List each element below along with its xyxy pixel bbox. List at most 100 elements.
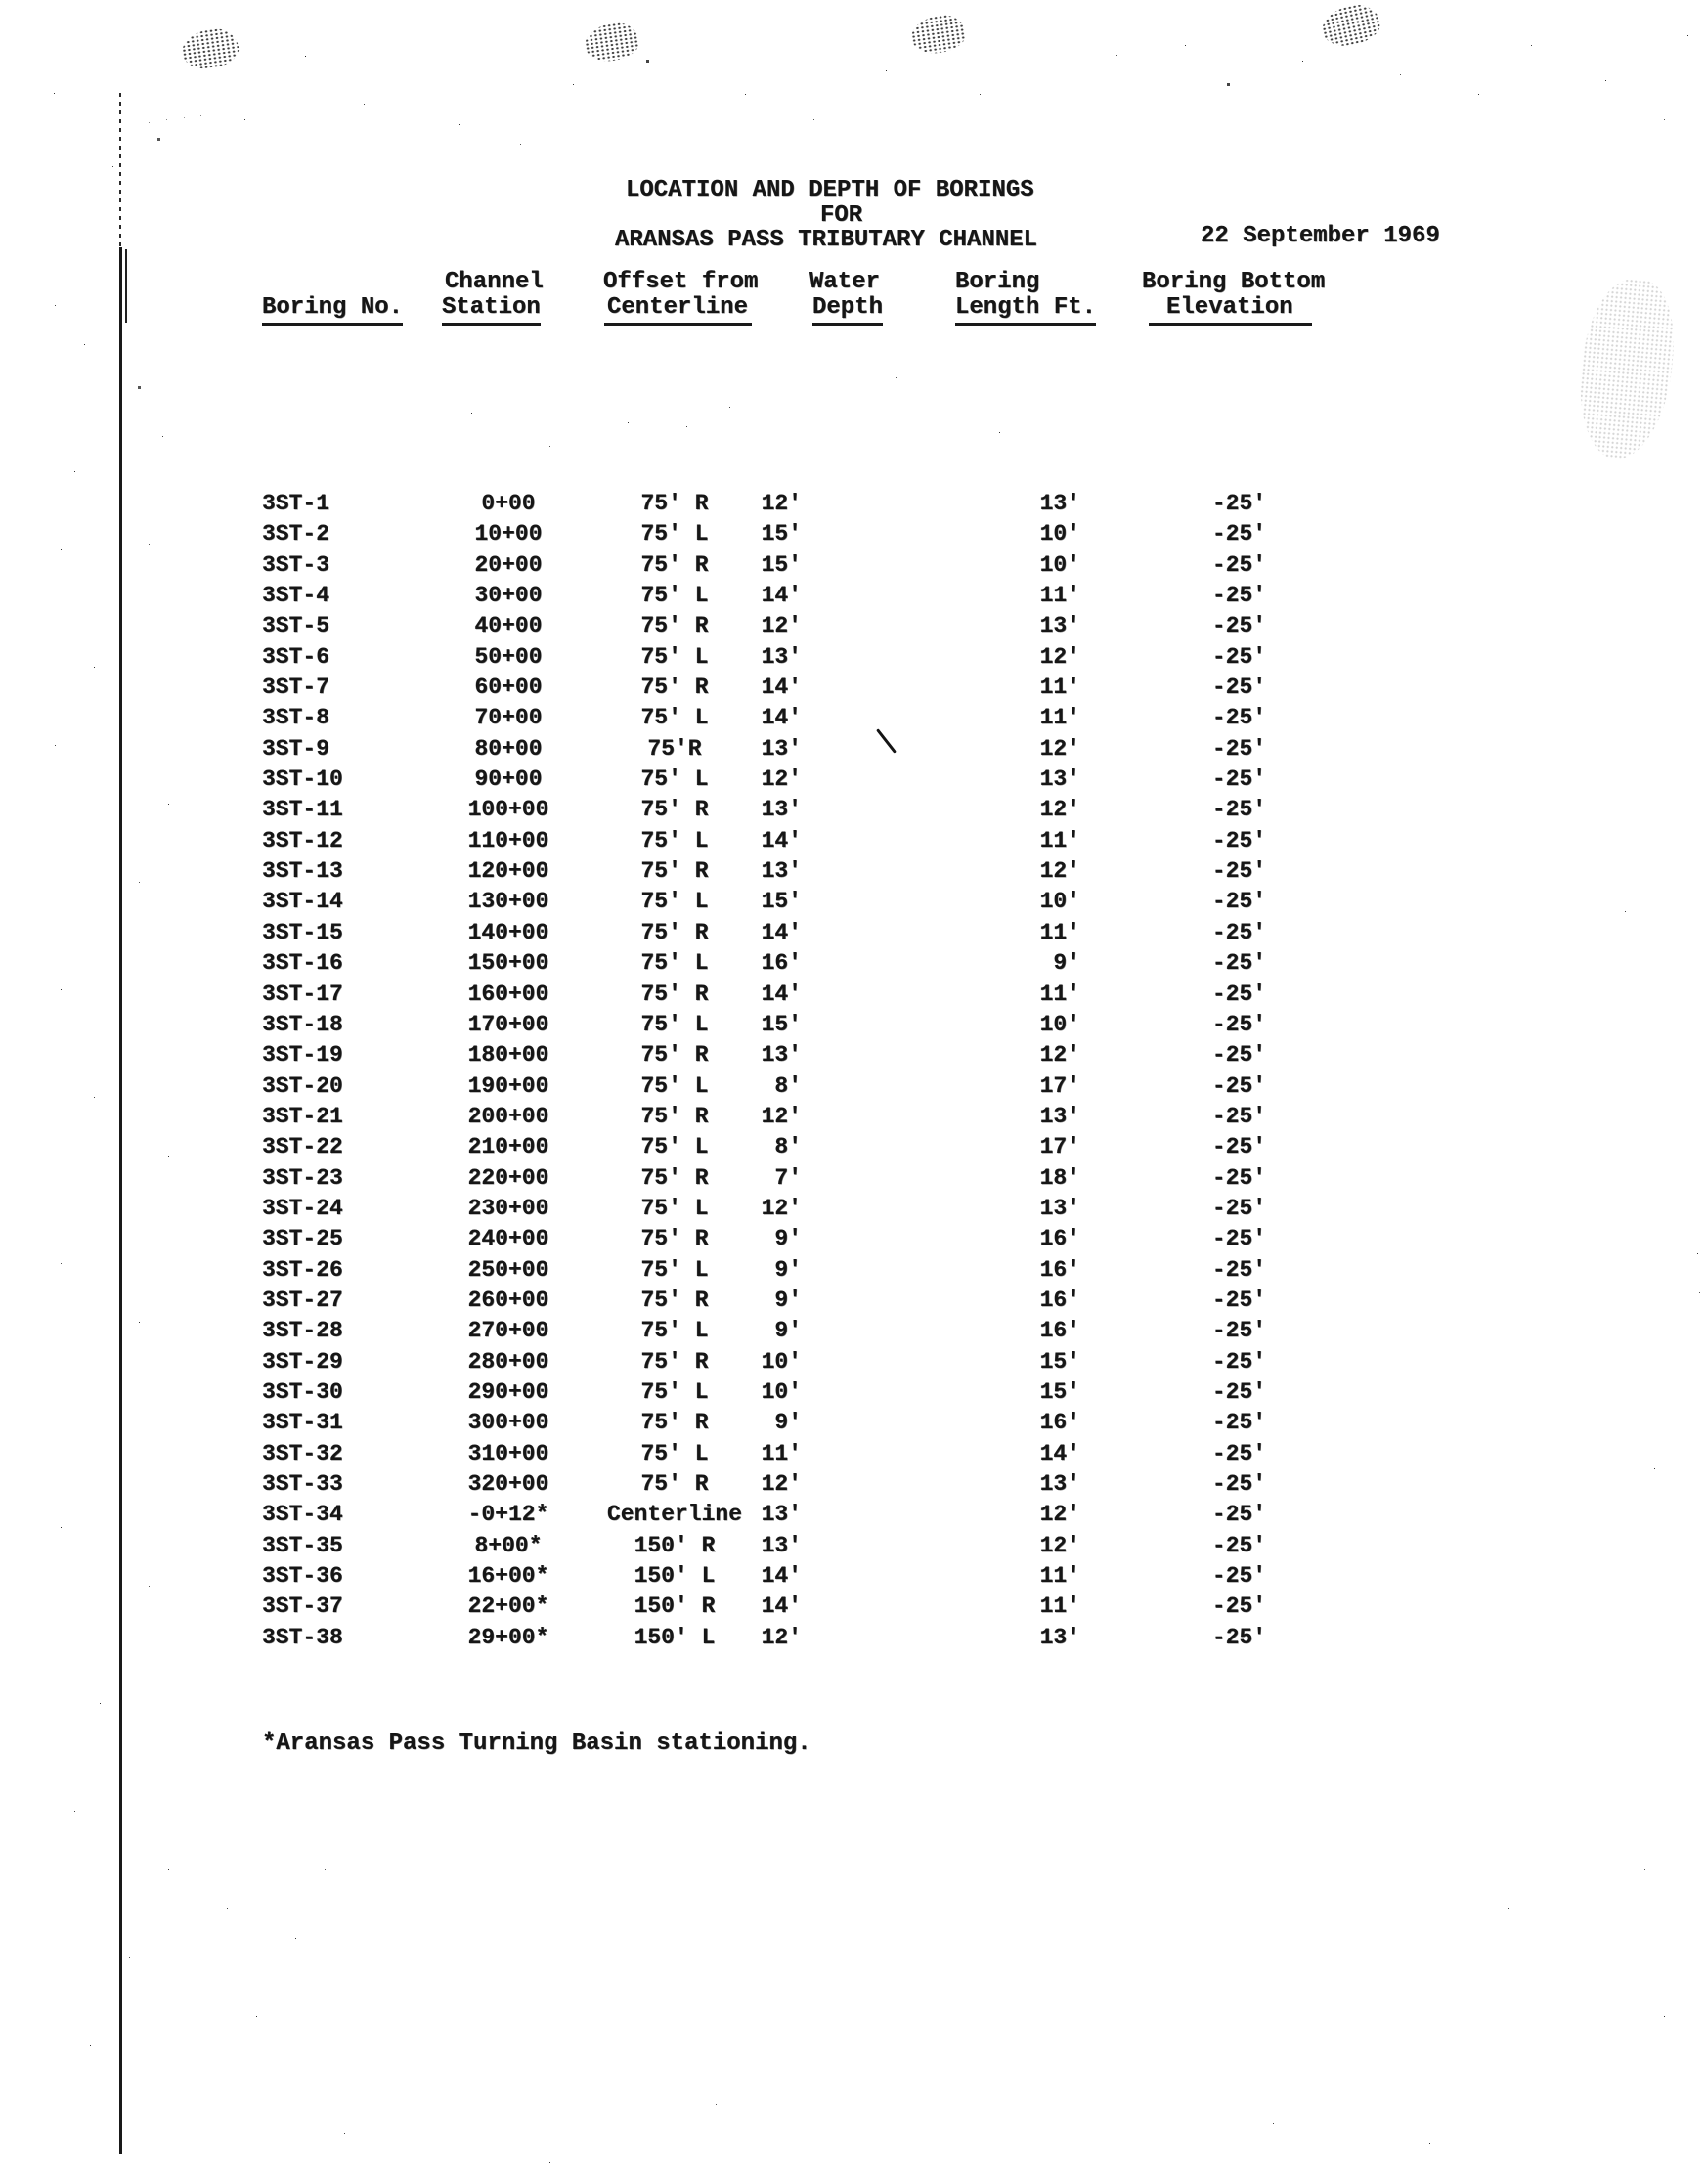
col-header-boring-bottom: Boring Bottom bbox=[1142, 269, 1326, 295]
table-row: 3ST-9 80+00 75'R 13' 12' -25' bbox=[0, 736, 1706, 766]
cell-boring-bottom-elevation: -25' bbox=[1211, 1563, 1267, 1590]
cell-channel-station: 180+00 bbox=[467, 1042, 549, 1069]
cell-offset-from-centerline: 75' L bbox=[640, 1072, 709, 1099]
cell-boring-no: 3ST-31 bbox=[262, 1410, 343, 1436]
cell-boring-no: 3ST-7 bbox=[262, 675, 330, 701]
cell-boring-length: 16' bbox=[1039, 1410, 1080, 1436]
cell-boring-length: 17' bbox=[1039, 1072, 1080, 1099]
cell-offset-from-centerline: 75' L bbox=[640, 827, 709, 853]
cell-offset-from-centerline: 75' L bbox=[640, 766, 709, 793]
ink-smudge bbox=[908, 12, 969, 57]
cell-boring-bottom-elevation: -25' bbox=[1211, 1287, 1267, 1313]
page-fold-line-double bbox=[125, 249, 127, 323]
table-row: 3ST-33 320+00 75' R 12' 13' -25' bbox=[0, 1471, 1706, 1502]
cell-channel-station: -0+12* bbox=[467, 1502, 549, 1528]
col-header-boring: Boring bbox=[955, 269, 1040, 295]
cell-boring-no: 3ST-37 bbox=[262, 1594, 343, 1620]
cell-water-depth: 14' bbox=[761, 583, 802, 609]
cell-channel-station: 0+00 bbox=[481, 491, 536, 516]
cell-channel-station: 290+00 bbox=[467, 1378, 549, 1405]
table-row: 3ST-22 210+00 75' L 8' 17' -25' bbox=[0, 1134, 1706, 1164]
cell-boring-length: 13' bbox=[1039, 1624, 1080, 1650]
cell-boring-no: 3ST-27 bbox=[262, 1287, 343, 1313]
cell-boring-no: 3ST-30 bbox=[262, 1378, 343, 1405]
cell-boring-bottom-elevation: -25' bbox=[1211, 643, 1267, 670]
table-row: 3ST-6 50+00 75' L 13' 12' -25' bbox=[0, 644, 1706, 675]
cell-water-depth: 14' bbox=[761, 1594, 802, 1620]
col-header-station: Station bbox=[442, 294, 541, 326]
col-header-offset-from: Offset from bbox=[603, 269, 759, 295]
cell-boring-bottom-elevation: -25' bbox=[1211, 1195, 1267, 1221]
cell-offset-from-centerline: 75' L bbox=[640, 705, 709, 731]
cell-offset-from-centerline: 75' R bbox=[640, 981, 709, 1007]
table-row: 3ST-38 29+00* 150' L 12' 13' -25' bbox=[0, 1625, 1706, 1655]
cell-boring-length: 12' bbox=[1039, 797, 1080, 823]
cell-offset-from-centerline: 150' L bbox=[634, 1624, 716, 1650]
cell-water-depth: 14' bbox=[761, 675, 802, 701]
cell-channel-station: 70+00 bbox=[474, 705, 543, 731]
cell-boring-no: 3ST-12 bbox=[262, 827, 343, 853]
cell-boring-bottom-elevation: -25' bbox=[1211, 1042, 1267, 1069]
cell-water-depth: 12' bbox=[761, 491, 802, 516]
col-header-channel: Channel bbox=[445, 269, 544, 295]
cell-boring-no: 3ST-4 bbox=[262, 583, 330, 609]
cell-boring-length: 11' bbox=[1039, 675, 1080, 701]
cell-boring-length: 11' bbox=[1039, 981, 1080, 1007]
cell-offset-from-centerline: 75' L bbox=[640, 950, 709, 977]
cell-boring-bottom-elevation: -25' bbox=[1211, 1318, 1267, 1344]
cell-boring-length: 12' bbox=[1039, 858, 1080, 885]
cell-boring-no: 3ST-18 bbox=[262, 1011, 343, 1037]
cell-boring-bottom-elevation: -25' bbox=[1211, 889, 1267, 915]
table-row: 3ST-37 22+00* 150' R 14' 11' -25' bbox=[0, 1594, 1706, 1624]
cell-boring-length: 10' bbox=[1039, 1011, 1080, 1037]
cell-boring-bottom-elevation: -25' bbox=[1211, 583, 1267, 609]
cell-boring-bottom-elevation: -25' bbox=[1211, 1378, 1267, 1405]
cell-boring-no: 3ST-32 bbox=[262, 1440, 343, 1466]
ink-smudge bbox=[179, 25, 241, 72]
cell-offset-from-centerline: 75' L bbox=[640, 1318, 709, 1344]
cell-channel-station: 170+00 bbox=[467, 1011, 549, 1037]
cell-boring-no: 3ST-10 bbox=[262, 766, 343, 793]
cell-offset-from-centerline: 150' R bbox=[634, 1594, 716, 1620]
page-fold-line-dotted bbox=[119, 93, 121, 249]
cell-boring-length: 16' bbox=[1039, 1256, 1080, 1283]
cell-channel-station: 280+00 bbox=[467, 1348, 549, 1375]
table-row: 3ST-3 20+00 75' R 15' 10' -25' bbox=[0, 552, 1706, 583]
cell-water-depth: 11' bbox=[761, 1440, 802, 1466]
halftone-patch bbox=[1574, 275, 1680, 463]
cell-channel-station: 10+00 bbox=[474, 521, 543, 547]
cell-boring-length: 11' bbox=[1039, 705, 1080, 731]
cell-water-depth: 13' bbox=[761, 1502, 802, 1528]
document-date: 22 September 1969 bbox=[1201, 223, 1440, 249]
cell-water-depth: 9' bbox=[774, 1410, 802, 1436]
cell-boring-length: 13' bbox=[1039, 1195, 1080, 1221]
cell-water-depth: 12' bbox=[761, 1103, 802, 1129]
cell-boring-bottom-elevation: -25' bbox=[1211, 827, 1267, 853]
cell-channel-station: 29+00* bbox=[467, 1624, 549, 1650]
cell-boring-length: 11' bbox=[1039, 1594, 1080, 1620]
col-header-water: Water bbox=[809, 269, 881, 295]
table-row: 3ST-4 30+00 75' L 14' 11' -25' bbox=[0, 583, 1706, 613]
cell-channel-station: 120+00 bbox=[467, 858, 549, 885]
cell-offset-from-centerline: 75' L bbox=[640, 889, 709, 915]
cell-boring-bottom-elevation: -25' bbox=[1211, 1011, 1267, 1037]
cell-boring-length: 18' bbox=[1039, 1164, 1080, 1191]
cell-boring-bottom-elevation: -25' bbox=[1211, 919, 1267, 945]
table-row: 3ST-30 290+00 75' L 10' 15' -25' bbox=[0, 1379, 1706, 1410]
cell-boring-no: 3ST-5 bbox=[262, 613, 330, 639]
cell-offset-from-centerline: 75' R bbox=[640, 797, 709, 823]
cell-water-depth: 13' bbox=[761, 858, 802, 885]
cell-boring-no: 3ST-34 bbox=[262, 1502, 343, 1528]
table-row: 3ST-29 280+00 75' R 10' 15' -25' bbox=[0, 1349, 1706, 1379]
cell-boring-no: 3ST-29 bbox=[262, 1348, 343, 1375]
cell-offset-from-centerline: 75' R bbox=[640, 1471, 709, 1497]
cell-boring-length: 12' bbox=[1039, 643, 1080, 670]
cell-boring-bottom-elevation: -25' bbox=[1211, 1440, 1267, 1466]
cell-channel-station: 90+00 bbox=[474, 766, 543, 793]
footnote: *Aransas Pass Turning Basin stationing. bbox=[262, 1730, 811, 1757]
cell-offset-from-centerline: 150' R bbox=[634, 1532, 716, 1558]
cell-water-depth: 15' bbox=[761, 521, 802, 547]
table-row: 3ST-7 60+00 75' R 14' 11' -25' bbox=[0, 675, 1706, 705]
table-row: 3ST-11 100+00 75' R 13' 12' -25' bbox=[0, 797, 1706, 827]
